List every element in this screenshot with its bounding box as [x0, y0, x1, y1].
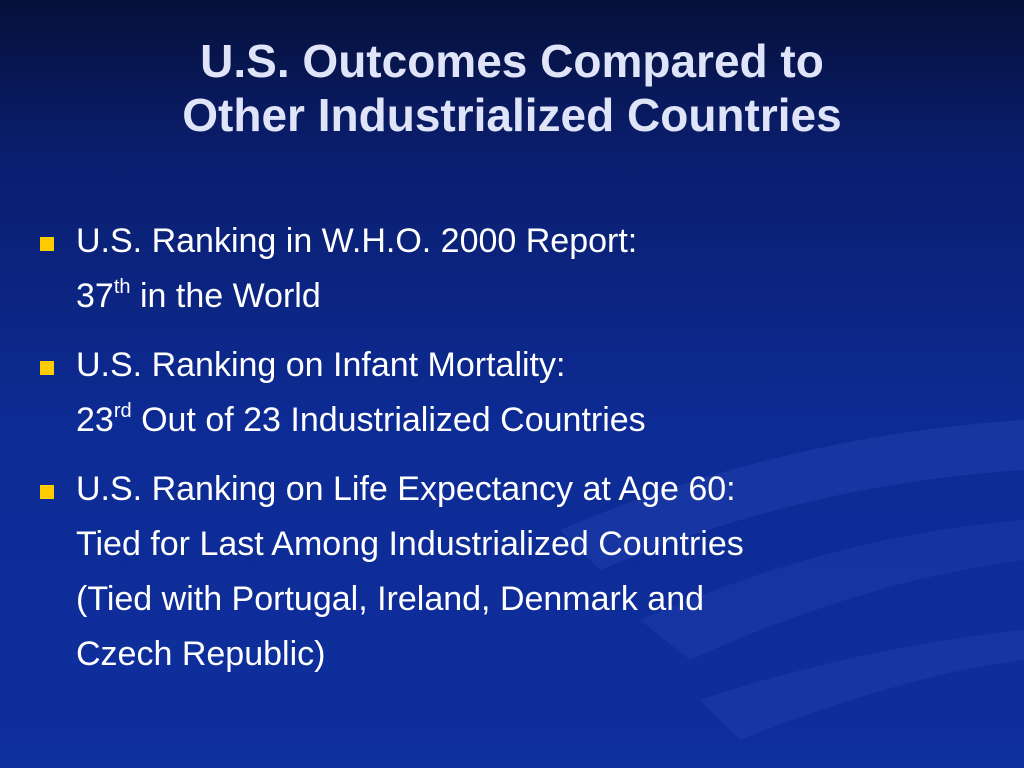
- bullet-square-icon: [40, 485, 54, 499]
- title-line-2: Other Industrialized Countries: [182, 89, 842, 141]
- bullet-item-life-expectancy: U.S. Ranking on Life Expectancy at Age 6…: [38, 462, 998, 682]
- bullet-item-infant-mortality: U.S. Ranking on Infant Mortality: 23rd O…: [38, 338, 998, 448]
- bullet-rank-line: 37th in the World: [76, 269, 998, 324]
- bullet-square-icon: [40, 361, 54, 375]
- rank-suffix: th: [113, 276, 131, 298]
- bullet-text-line: U.S. Ranking on Life Expectancy at Age 6…: [76, 470, 736, 508]
- bullet-text-line: Czech Republic): [76, 635, 326, 673]
- title-line-1: U.S. Outcomes Compared to: [200, 35, 824, 87]
- bullet-text-line: (Tied with Portugal, Ireland, Denmark an…: [76, 580, 705, 618]
- rank-suffix: rd: [113, 400, 132, 422]
- rank-text: in the World: [130, 277, 321, 315]
- rank-number: 23: [76, 401, 114, 439]
- bullet-text-line: Tied for Last Among Industrialized Count…: [76, 525, 744, 563]
- rank-number: 37: [76, 277, 114, 315]
- bullet-list: U.S. Ranking in W.H.O. 2000 Report: 37th…: [38, 214, 998, 696]
- bullet-text-line: U.S. Ranking in W.H.O. 2000 Report:: [76, 222, 638, 260]
- bullet-text-line: U.S. Ranking on Infant Mortality:: [76, 346, 566, 384]
- bullet-square-icon: [40, 237, 54, 251]
- bullet-rank-line: 23rd Out of 23 Industrialized Countries: [76, 393, 998, 448]
- bullet-item-who-ranking: U.S. Ranking in W.H.O. 2000 Report: 37th…: [38, 214, 998, 324]
- rank-text: Out of 23 Industrialized Countries: [131, 401, 646, 439]
- slide-title: U.S. Outcomes Compared to Other Industri…: [0, 34, 1024, 142]
